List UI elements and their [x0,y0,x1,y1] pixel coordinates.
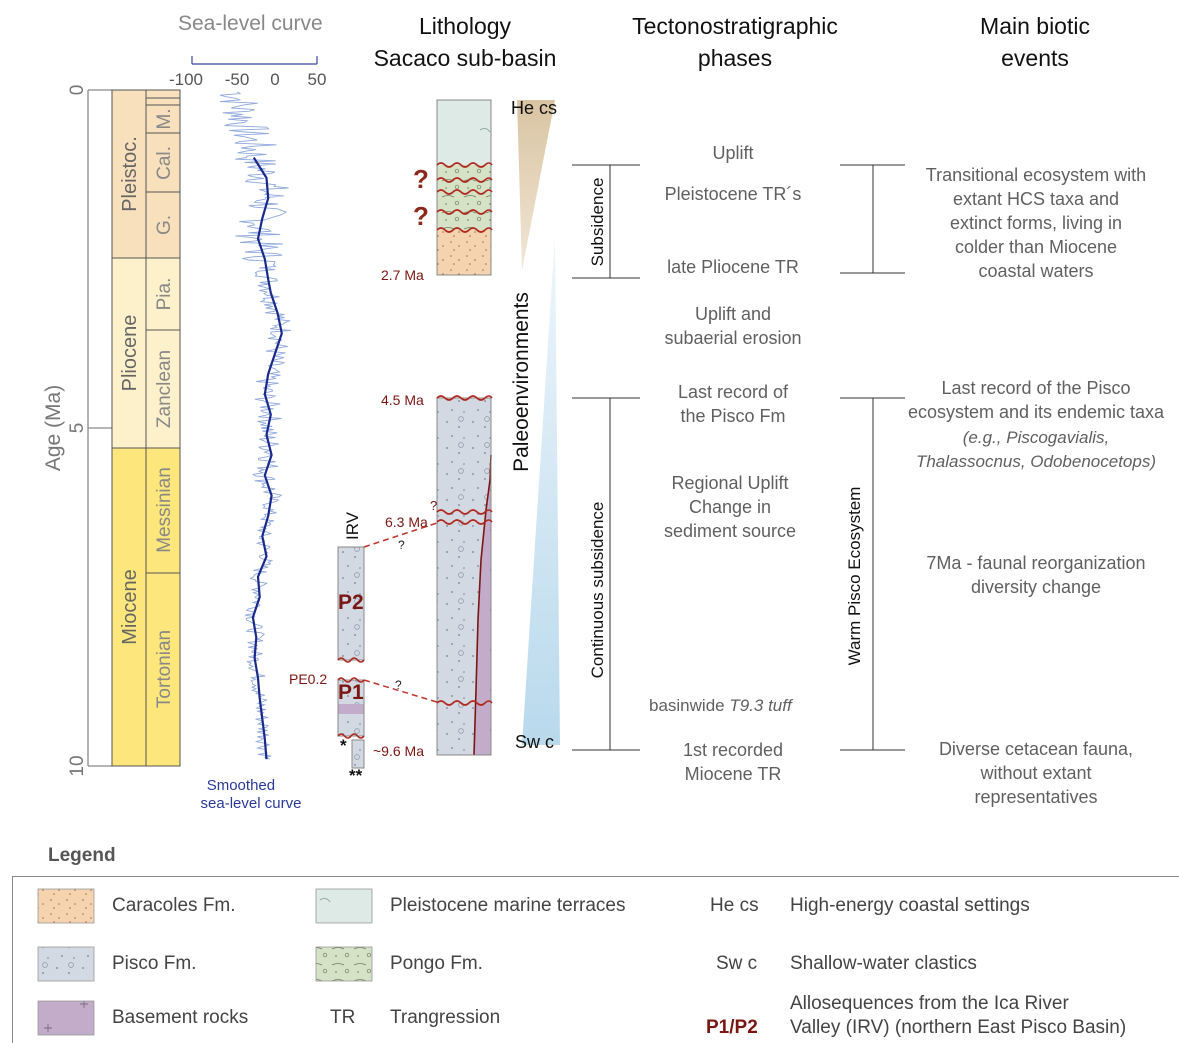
sea-level-title: Sea-level curve [178,12,323,35]
legend-caracoles: Caracoles Fm. [112,895,236,916]
age-2-7-label: 2.7 Ma [381,267,424,283]
age-9-6-label: ~9.6 Ma [373,743,424,759]
legend-pisco: Pisco Fm. [112,953,197,974]
legend-hecs-abbr: He cs [710,895,759,916]
stage-messinian: Messinian [154,467,175,553]
stage-zanclean: Zanclean [154,350,175,428]
basinwide-tuff-text: basinwide T9.3 tuff [649,696,792,716]
legend-pleistocene-terraces: Pleistocene marine terraces [390,895,626,916]
sea-level-axis: -100 -50 0 50 [169,56,326,89]
p1-label: P1 [338,681,364,704]
he-cs-label: He cs [511,98,558,118]
first-miocene-tr-text: 1st recorded Miocene TR [682,740,784,784]
legend-title: Legend [48,845,116,866]
star-2: ** [349,766,363,785]
age-axis-label: Age (Ma) [42,385,65,471]
smoothed-label: Smoothed sea-level curve [201,777,302,812]
legend-swc: Shallow-water clastics [790,953,977,974]
sacaco-column [436,99,493,756]
legend-hecs: High-energy coastal settings [790,895,1030,916]
diverse-cetacean-text: Diverse cetacean fauna, without extant r… [938,739,1134,807]
legend-basement: Basement rocks [112,1007,249,1028]
age-tick-0: 0 [67,85,88,96]
age-6-3-label: 6.3 Ma [385,514,428,530]
subsidence-label: Subsidence [588,178,607,267]
q-small-3: ? [395,678,402,692]
legend-tr-abbr: TR [330,1007,356,1028]
legend-swatches [37,888,373,1036]
q-small-1: ? [430,498,438,513]
stage-m: M. [154,108,175,129]
legend-tr: Trangression [390,1007,501,1028]
stage-cal: Cal. [154,146,175,180]
epoch-miocene: Miocene [119,569,141,645]
transitional-ecosystem-text: Transitional ecosystem with extant HCS t… [925,165,1147,281]
age-tick-10: 10 [67,755,88,776]
legend-p1p2: Allosequences from the Ica River Valley … [790,993,1127,1038]
smoothed-sea-level-curve [251,157,283,760]
tectono-brackets: Subsidence Continuous subsidence [572,164,640,751]
pleistocene-tr-text: Pleistocene TR´s [664,184,802,204]
late-pliocene-tr-text: late Pliocene TR [667,257,799,277]
legend-p1p2-abbr: P1/P2 [706,1017,758,1038]
irv-column [337,521,441,769]
pe02-label: PE0.2 [289,671,328,687]
question-mark-1: ? [413,164,429,194]
star-1: * [340,736,347,755]
warm-ecosystem-label: Warm Pisco Ecosystem [845,487,864,666]
sea-level-plot: Smoothed sea-level curve [201,91,302,812]
uplift-text: Uplift [712,143,754,163]
question-mark-2: ? [413,201,429,231]
paleoenvironments-label: Paleoenvironments [510,292,533,472]
age-tick-5: 5 [67,423,88,434]
uplift-erosion-text: Uplift and subaerial erosion [664,304,802,348]
sl-tick-0: 0 [270,70,279,89]
chronostrat-column: Pleistoc. Pliocene Miocene M. Cal. G. Pi… [111,89,181,767]
irv-label: IRV [343,511,362,540]
epoch-pleistocene: Pleistoc. [119,136,141,212]
lithology-title: Lithology Sacaco sub-basin [373,13,557,71]
regional-uplift-text: Regional Uplift Change in sediment sourc… [663,473,797,541]
age-axis: 0 5 10 Age (Ma) [42,85,112,777]
legend-box [12,876,1179,1043]
basinwide-prefix: basinwide [649,696,730,715]
t93-tuff: T9.3 tuff [729,696,792,715]
biotic-brackets: Warm Pisco Ecosystem [840,164,905,751]
tectono-title: Tectonostratigraphic phases [632,13,838,71]
stage-tortonian: Tortonian [154,630,175,708]
sw-c-label: Sw c [515,732,555,752]
last-record-ecosystem-text: Last record of the Pisco ecosystem and i… [907,378,1165,422]
q-small-2: ? [398,538,405,552]
p2-label: P2 [338,591,364,614]
stage-g: G. [154,215,175,235]
endemic-taxa-examples: (e.g., Piscogavialis, Thalassocnus, Odob… [915,428,1157,471]
sl-tick-m50: -50 [225,70,250,89]
legend-swc-abbr: Sw c [716,953,758,974]
epoch-pliocene: Pliocene [119,315,141,392]
age-4-5-label: 4.5 Ma [381,392,424,408]
sl-tick-50: 50 [308,70,327,89]
continuous-subsidence-label: Continuous subsidence [588,502,607,679]
stage-pia: Pia. [154,278,175,311]
legend-pongo: Pongo Fm. [390,953,483,974]
faunal-reorganization-text: 7Ma - faunal reorganization diversity ch… [926,553,1146,597]
biotic-title: Main biotic events [980,13,1090,71]
sl-tick-m100: -100 [169,70,203,89]
last-record-pisco-text: Last record of the Pisco Fm [677,382,789,426]
paleoenvironment-wedges [517,100,560,745]
